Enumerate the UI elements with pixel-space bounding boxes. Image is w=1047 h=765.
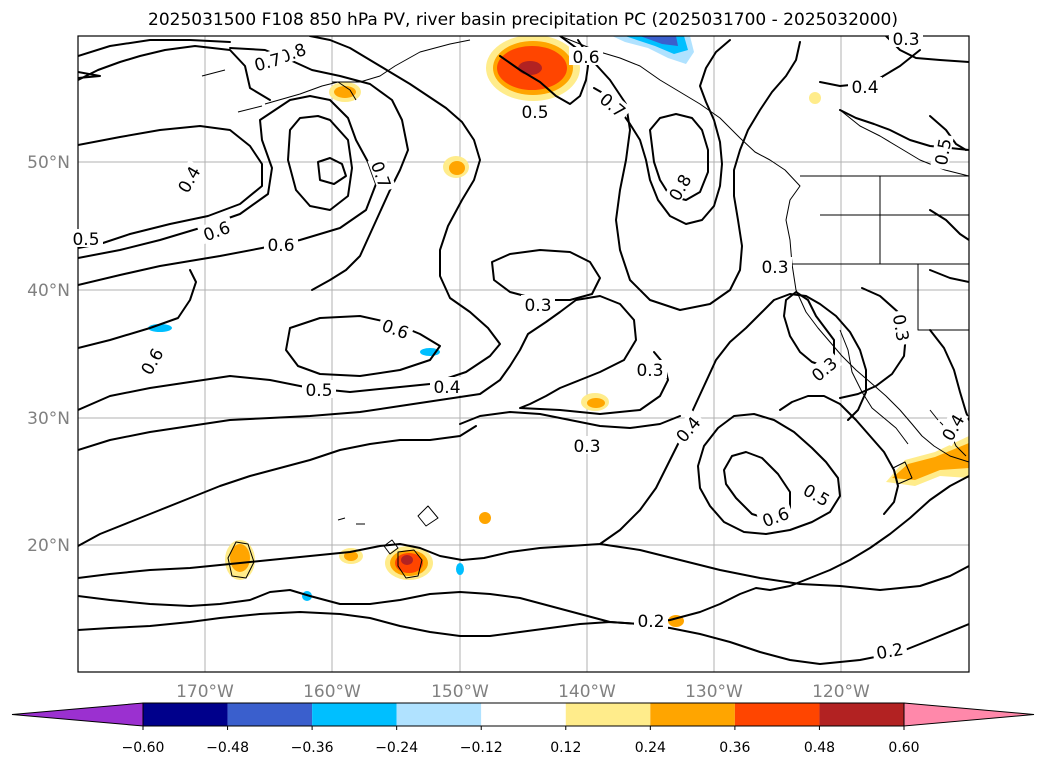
contour-label-text: 0.6	[267, 236, 294, 256]
contour-label: 0.3	[758, 257, 792, 278]
contour-label: 0.2	[634, 611, 668, 632]
contour-label-text: 0.3	[888, 313, 912, 343]
contour-label: 0.3	[888, 309, 914, 346]
colorbar-bin	[227, 703, 313, 726]
lon-label-160w: 160°W	[303, 682, 361, 702]
contour-label-text: 0.2	[637, 612, 664, 632]
lon-label-150w: 150°W	[431, 682, 489, 702]
contour-label: 0.6	[264, 235, 298, 256]
precip-blob-small-1	[479, 512, 491, 524]
contour-label-text: 0.3	[524, 296, 551, 316]
precip-blob-small-2	[456, 563, 464, 575]
contour-label: 0.4	[848, 77, 882, 98]
colorbar-bin	[565, 703, 651, 726]
colorbar-bin	[143, 703, 228, 726]
contour-label-text: 0.3	[761, 258, 788, 278]
colorbar-tick-label: −0.12	[460, 740, 503, 756]
lon-label-120w: 120°W	[812, 682, 870, 702]
lon-label-140w: 140°W	[558, 682, 616, 702]
longitude-axis: 170°W 160°W 150°W 140°W 130°W 120°W	[176, 682, 870, 702]
map-frame	[77, 35, 970, 673]
contour-label-text: 0.3	[636, 361, 663, 381]
colorbar-tick-label: −0.60	[122, 740, 165, 756]
contour-label-text: 0.5	[932, 137, 956, 167]
contour-label: 0.6	[197, 215, 236, 246]
graticule	[78, 36, 969, 672]
lon-label-170w: 170°W	[176, 682, 234, 702]
contour-label-text: 0.3	[892, 30, 919, 50]
colorbar-bin	[481, 703, 566, 726]
precip-blob-big-island-max	[401, 555, 413, 565]
contour-label: 0.5	[930, 133, 956, 170]
map-panel	[77, 35, 970, 673]
contour-label: 0.3	[633, 360, 667, 381]
colorbar-tick-label: 0.60	[888, 740, 919, 756]
colorbar-bin	[650, 703, 735, 726]
colorbar-tick-label: 0.24	[635, 740, 666, 756]
contour-label-text: 0.6	[572, 48, 599, 68]
contour-label: 0.6	[569, 47, 603, 68]
precip-blob-aleutian-core	[334, 86, 356, 98]
precip-blob-hawaii-mid-core	[344, 551, 358, 561]
contour-label-text: 0.5	[521, 103, 548, 123]
colorbar-tick-label: −0.48	[206, 740, 249, 756]
colorbar-tick-label: 0.12	[550, 740, 581, 756]
contour-label-text: 0.5	[72, 230, 99, 250]
contour-label-text: 0.4	[433, 378, 460, 398]
precip-shading	[148, 36, 969, 627]
precip-blob-alaska-panhandle-core	[640, 36, 678, 46]
precip-blob-hawaii-west-core	[230, 544, 250, 572]
contour-label-text: 0.2	[875, 640, 905, 664]
precip-blob-midpacific-core	[449, 161, 465, 175]
contour-label: 0.4	[430, 377, 464, 398]
map-background	[78, 36, 969, 672]
lat-label-40n: 40°N	[27, 281, 70, 301]
contour-label: 0.3	[521, 295, 555, 316]
contour-label-text: 0.4	[851, 78, 878, 98]
lat-label-50n: 50°N	[27, 153, 70, 173]
contour-label: 0.3	[570, 436, 604, 457]
precip-blob-140w-core	[587, 398, 605, 408]
lon-label-130w: 130°W	[685, 682, 743, 702]
contour-label-text: 0.5	[305, 381, 332, 401]
contour-label: 0.5	[518, 102, 552, 123]
colorbar-tick-label: −0.24	[375, 740, 418, 756]
colorbar-over-extend	[903, 702, 1035, 727]
contour-label-text: 0.3	[573, 437, 600, 457]
contour-label: 0.3	[889, 29, 923, 50]
colorbar-tick-label: 0.36	[719, 740, 750, 756]
coastlines	[201, 36, 969, 579]
colorbar-tick-label: 0.48	[804, 740, 835, 756]
colorbar: −0.60 −0.48 −0.36 −0.24 −0.12 0.12 0.24 0.36 0.4…	[11, 702, 1035, 756]
contour-label: 0.5	[302, 380, 336, 401]
precip-blob-bc	[809, 92, 821, 104]
colorbar-tick-label: −0.36	[291, 740, 334, 756]
colorbar-bin	[819, 703, 904, 726]
colorbar-frame	[142, 702, 905, 727]
lat-label-30n: 30°N	[27, 409, 70, 429]
contour-label: 0.5	[69, 229, 103, 250]
precip-blob-mexico-core	[892, 443, 969, 480]
latitude-axis: 50°N 40°N 30°N 20°N	[27, 153, 70, 556]
map-title: 2025031500 F108 850 hPa PV, river basin …	[148, 10, 898, 30]
colorbar-bin	[312, 703, 397, 726]
colorbar-bin	[734, 703, 820, 726]
contour-label: 0.2	[871, 638, 908, 664]
colorbar-bin	[396, 703, 482, 726]
precip-blob-gulf-of-alaska-max	[518, 61, 542, 75]
lat-label-20n: 20°N	[27, 536, 70, 556]
colorbar-under-extend	[11, 702, 144, 727]
pv-contours	[78, 36, 969, 665]
